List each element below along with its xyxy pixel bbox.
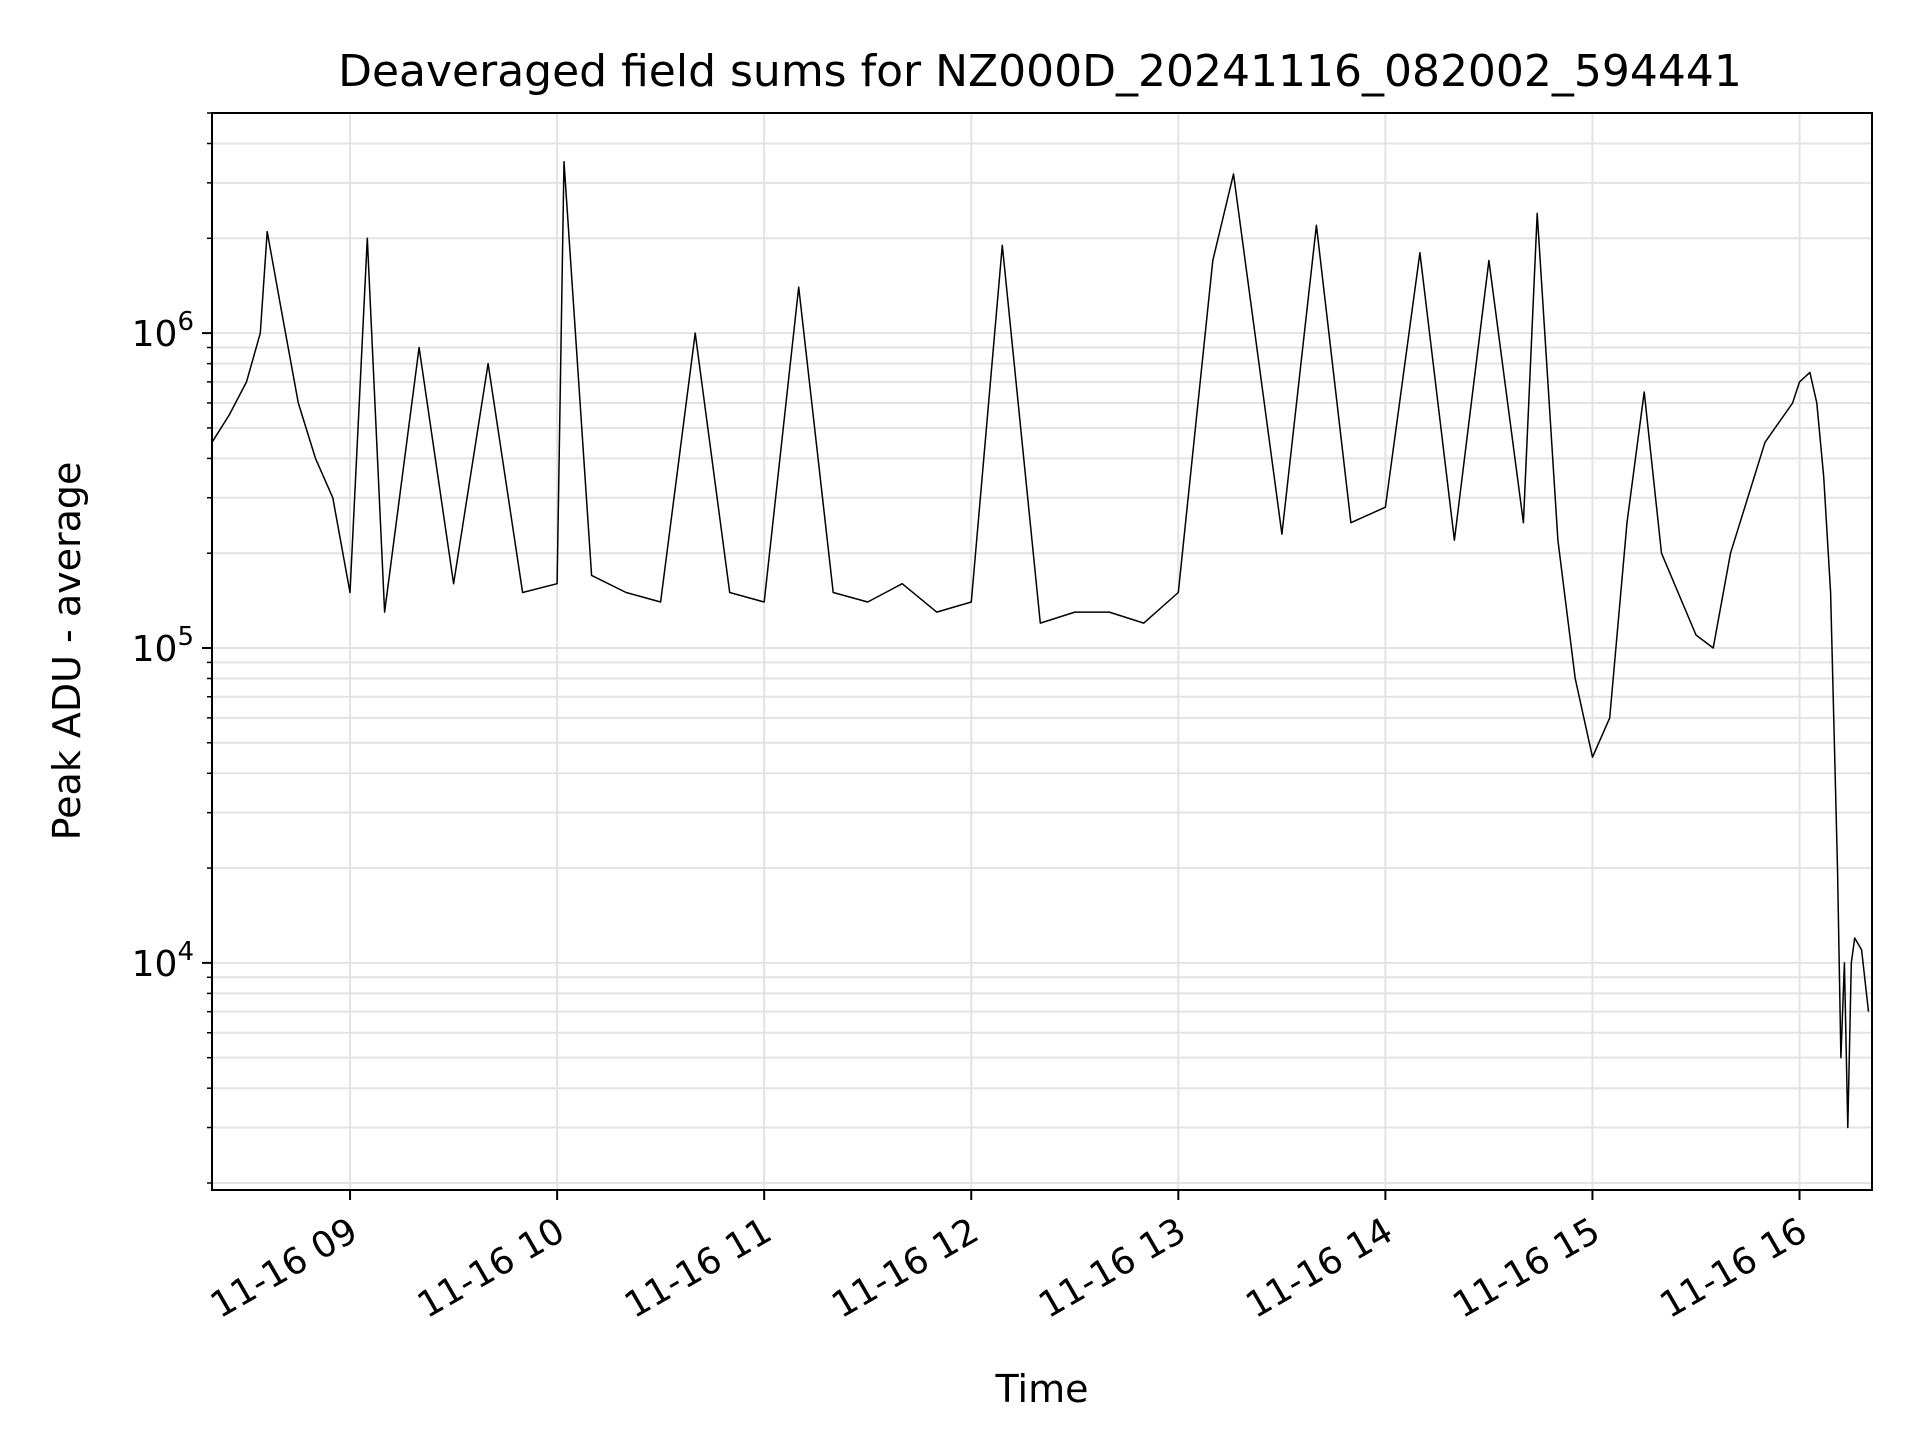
y-axis-label: Peak ADU - average bbox=[45, 462, 89, 841]
grid bbox=[212, 112, 1872, 1190]
plot-frame bbox=[211, 112, 1873, 1191]
y-tick-label: 104 bbox=[132, 937, 194, 985]
y-axis: 104 105 106 bbox=[132, 112, 212, 1184]
x-axis-label: Time bbox=[995, 1367, 1089, 1411]
y-tick-label: 106 bbox=[132, 307, 194, 355]
y-tick-label: 105 bbox=[132, 622, 194, 670]
chart-title: Deaveraged field sums for NZ000D_2024111… bbox=[338, 46, 1742, 97]
series-group bbox=[211, 161, 1870, 1129]
series-line bbox=[211, 161, 1870, 1129]
